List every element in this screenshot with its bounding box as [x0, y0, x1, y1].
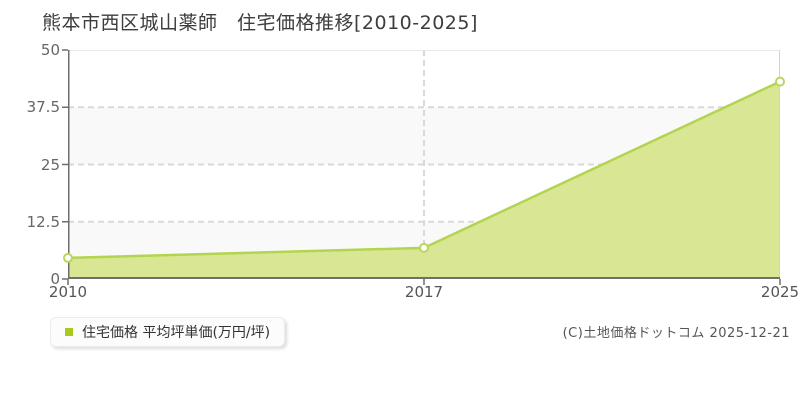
legend: 住宅価格 平均坪単価(万円/坪) — [50, 317, 286, 347]
y-tick-label: 37.5 — [26, 98, 60, 117]
data-point-marker — [775, 76, 785, 87]
plot-area — [62, 49, 785, 285]
legend-label: 住宅価格 平均坪単価(万円/坪) — [82, 325, 271, 341]
data-point-marker — [63, 252, 73, 263]
x-tick-label: 2010 — [48, 283, 88, 301]
chart-title: 熊本市西区城山薬師 住宅価格推移[2010-2025] — [42, 12, 478, 34]
y-tick-label: 0 — [50, 270, 60, 288]
area-fill — [68, 81, 780, 280]
x-tick-label: 2017 — [404, 283, 444, 301]
data-point-marker — [419, 242, 429, 253]
plot-svg — [62, 49, 785, 285]
plot-band — [68, 50, 780, 108]
y-tick-label: 12.5 — [26, 212, 60, 231]
legend-marker-icon — [65, 328, 73, 336]
y-tick-label: 50 — [40, 41, 60, 59]
copyright-text: (C)土地価格ドットコム 2025-12-21 — [562, 326, 790, 341]
y-tick-label: 25 — [40, 155, 60, 174]
x-tick-label: 2025 — [760, 283, 800, 301]
